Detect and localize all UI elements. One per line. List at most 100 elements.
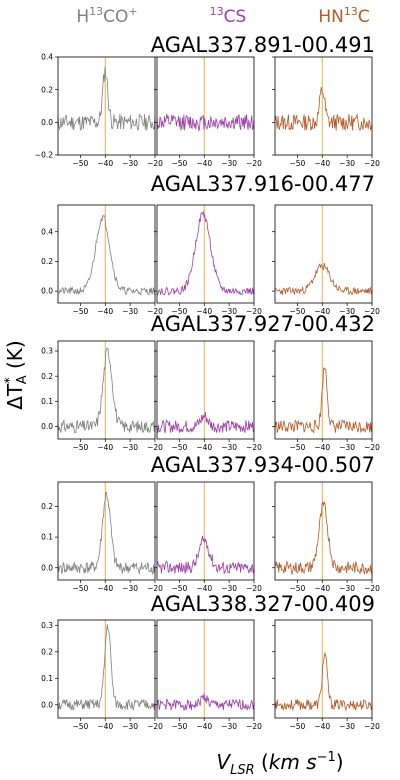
x-tick-label: −40 bbox=[314, 443, 330, 452]
y-tick-label: 0.0 bbox=[41, 700, 53, 709]
axes-frame bbox=[156, 481, 255, 581]
spectrum-line bbox=[274, 87, 373, 132]
axes-frame bbox=[57, 56, 156, 156]
y-tick-label: 0.1 bbox=[41, 674, 53, 683]
axes-frame bbox=[57, 204, 156, 304]
x-tick-label: −20 bbox=[364, 443, 380, 452]
x-tick-label: −50 bbox=[171, 584, 187, 593]
x-tick-label: −30 bbox=[221, 159, 237, 168]
panel-grid: AGAL337.891-00.491 −50 −40 −30 −20 −0.2 0.0 0.2… bbox=[35, 33, 380, 731]
x-tick-label: −40 bbox=[314, 584, 330, 593]
axes-frame bbox=[274, 619, 373, 719]
spectrum-panel: −50 −40 −30 −20 0.0 0.1 0.2 0.3 bbox=[41, 619, 163, 731]
spectrum-line bbox=[274, 367, 373, 434]
x-tick-label: −20 bbox=[364, 307, 380, 316]
source-row: AGAL338.327-00.409 −50 −40 −30 −20 0.0 0.1 0.2 0… bbox=[41, 592, 380, 731]
x-tick-label: −40 bbox=[314, 722, 330, 731]
axes-frame bbox=[274, 340, 373, 440]
x-tick-label: −40 bbox=[97, 722, 113, 731]
column-header-hn13c: HN13C bbox=[318, 5, 369, 27]
spectrum-panel: −50 −40 −30 −20 0.0 0.2 0.4 bbox=[41, 204, 163, 316]
x-tick-label: −50 bbox=[289, 584, 305, 593]
x-tick-label: −20 bbox=[246, 584, 262, 593]
x-tick-label: −50 bbox=[72, 584, 88, 593]
spectrum-panel: −50 −40 −30 −20 −0.2 0.0 0.2 0.4 bbox=[35, 53, 163, 168]
x-tick-label: −50 bbox=[289, 722, 305, 731]
axes-frame bbox=[156, 204, 255, 304]
x-tick-label: −50 bbox=[289, 443, 305, 452]
spectrum-line bbox=[57, 66, 156, 131]
axes-frame bbox=[57, 619, 156, 719]
axes-frame bbox=[156, 340, 255, 440]
x-tick-label: −20 bbox=[364, 159, 380, 168]
x-tick-label: −30 bbox=[122, 159, 138, 168]
axes-frame bbox=[156, 619, 255, 719]
x-tick-label: −20 bbox=[246, 307, 262, 316]
y-tick-label: 0.3 bbox=[41, 347, 53, 356]
x-tick-label: −50 bbox=[72, 443, 88, 452]
spectrum-panel: −50 −40 −30 −20 0.0 0.1 0.2 0.3 bbox=[41, 340, 163, 452]
x-tick-label: −20 bbox=[147, 584, 163, 593]
x-tick-label: −20 bbox=[364, 584, 380, 593]
x-tick-label: −50 bbox=[171, 722, 187, 731]
y-tick-label: 0.0 bbox=[41, 287, 53, 296]
y-tick-label: 0.1 bbox=[41, 533, 53, 542]
axes-frame bbox=[156, 56, 255, 156]
x-tick-label: −40 bbox=[97, 443, 113, 452]
spectrum-line bbox=[156, 412, 255, 433]
x-tick-label: −30 bbox=[339, 722, 355, 731]
y-tick-label: 0.2 bbox=[41, 372, 53, 381]
spectrum-line bbox=[57, 491, 156, 576]
y-tick-label: 0.2 bbox=[41, 647, 53, 656]
source-label: AGAL337.891-00.491 bbox=[151, 33, 375, 57]
source-row: AGAL337.916-00.477−50 −40 −30 −200.00.20.4−… bbox=[41, 172, 380, 316]
column-headers: H13CO+ 13CS HN13C bbox=[76, 5, 369, 27]
axes-frame bbox=[274, 481, 373, 581]
x-tick-label: −20 bbox=[147, 443, 163, 452]
x-tick-label: −50 bbox=[171, 159, 187, 168]
x-tick-label: −20 bbox=[246, 443, 262, 452]
spectrum-line bbox=[156, 535, 255, 575]
x-tick-label: −30 bbox=[122, 443, 138, 452]
spectrum-line bbox=[57, 624, 156, 711]
x-tick-label: −30 bbox=[221, 443, 237, 452]
spectrum-panel: −50 −40 −30 −20 bbox=[154, 56, 262, 168]
x-tick-label: −20 bbox=[246, 159, 262, 168]
spectrum-line bbox=[156, 113, 255, 133]
y-tick-label: 0.2 bbox=[41, 257, 53, 266]
x-tick-label: −40 bbox=[196, 722, 212, 731]
x-tick-label: −50 bbox=[289, 307, 305, 316]
x-tick-label: −20 bbox=[147, 159, 163, 168]
spectrum-line bbox=[57, 214, 156, 296]
x-tick-label: −20 bbox=[147, 722, 163, 731]
spectrum-line bbox=[156, 693, 255, 711]
x-tick-label: −40 bbox=[97, 159, 113, 168]
x-tick-label: −30 bbox=[339, 584, 355, 593]
y-tick-label: 0.4 bbox=[41, 53, 53, 62]
x-tick-label: −40 bbox=[314, 307, 330, 316]
spectrum-line bbox=[274, 651, 373, 712]
x-tick-label: −30 bbox=[122, 307, 138, 316]
x-tick-label: −40 bbox=[97, 584, 113, 593]
source-row: AGAL337.934-00.507−50 −40 −30 −200.00.10.2−… bbox=[41, 453, 380, 593]
y-tick-label: 0.2 bbox=[41, 502, 53, 511]
y-tick-label: 0.0 bbox=[41, 118, 53, 127]
x-tick-label: −30 bbox=[221, 584, 237, 593]
x-tick-label: −50 bbox=[171, 443, 187, 452]
column-header-h13cop: H13CO+ bbox=[76, 5, 137, 27]
x-tick-label: −30 bbox=[122, 584, 138, 593]
spectrum-line bbox=[274, 500, 373, 575]
axes-frame bbox=[57, 340, 156, 440]
y-tick-label: 0.1 bbox=[41, 397, 53, 406]
spectrum-line bbox=[156, 210, 255, 296]
y-tick-label: 0.3 bbox=[41, 621, 53, 630]
x-tick-label: −40 bbox=[196, 443, 212, 452]
source-label: AGAL337.934-00.507 bbox=[151, 453, 375, 477]
source-row: AGAL337.927-00.432 −50 −40 −30 −20 0.0 0.1 0.2 0… bbox=[41, 312, 380, 452]
x-tick-label: −20 bbox=[364, 722, 380, 731]
source-label: AGAL338.327-00.409 bbox=[151, 592, 375, 616]
source-label: AGAL337.927-00.432 bbox=[151, 312, 375, 336]
column-header-13cs: 13CS bbox=[210, 5, 247, 27]
x-tick-label: −40 bbox=[196, 159, 212, 168]
x-tick-label: −50 bbox=[72, 307, 88, 316]
